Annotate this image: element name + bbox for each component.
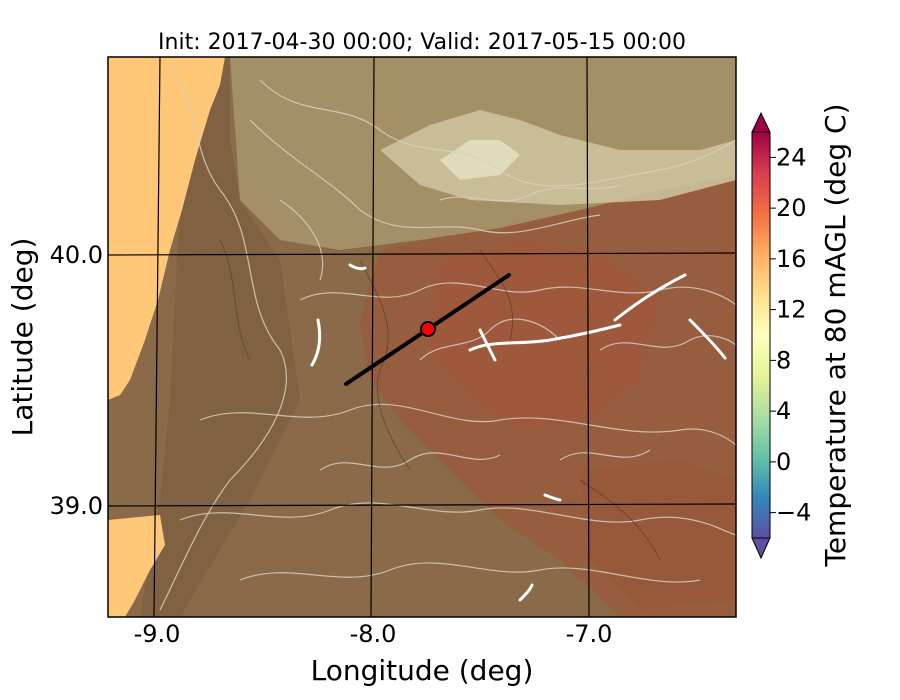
colorbar-label: Temperature at 80 mAGL (deg C)	[819, 103, 852, 567]
contour-lines	[159, 69, 736, 611]
south-warm	[580, 460, 736, 610]
contour-lines-dark	[219, 239, 661, 561]
colorbar-top-extend	[751, 111, 771, 133]
x-tick-label: -8.0	[350, 620, 397, 648]
y-tick-label: 39.0	[50, 492, 103, 520]
colorbar-tick-label: 16	[776, 245, 807, 273]
x-axis-label: Longitude (deg)	[311, 654, 534, 687]
colorbar-tick-label: 4	[776, 397, 791, 425]
plot-title: Init: 2017-04-30 00:00; Valid: 2017-05-1…	[158, 30, 686, 55]
y-axis-label: Latitude (deg)	[6, 238, 39, 437]
x-tick-label: -7.0	[566, 620, 613, 648]
colorbar-bar	[751, 131, 771, 539]
colorbar-tick-label: 0	[776, 448, 791, 476]
map-border	[107, 56, 737, 618]
colorbar-tick-label: −4	[776, 499, 811, 527]
colorbar: −4 0 4 8 12 16 20 24 Temperature at 80 mAGL (de…	[751, 103, 852, 568]
colorbar-tick-label: 8	[776, 346, 791, 374]
rivers	[310, 263, 727, 602]
ocean	[108, 57, 225, 400]
ocean-south	[108, 515, 165, 617]
location-marker	[420, 321, 436, 337]
colorbar-bottom-extend	[751, 537, 771, 560]
y-tick-label: 40.0	[50, 241, 103, 269]
colorbar-tick-label: 12	[776, 296, 807, 324]
colorbar-tick-label: 24	[776, 143, 807, 171]
highland-peak	[380, 110, 736, 205]
map-area	[108, 57, 736, 617]
x-tick-label: -9.0	[134, 620, 181, 648]
colorbar-tick-label: 20	[776, 194, 807, 222]
graticule	[108, 57, 736, 617]
